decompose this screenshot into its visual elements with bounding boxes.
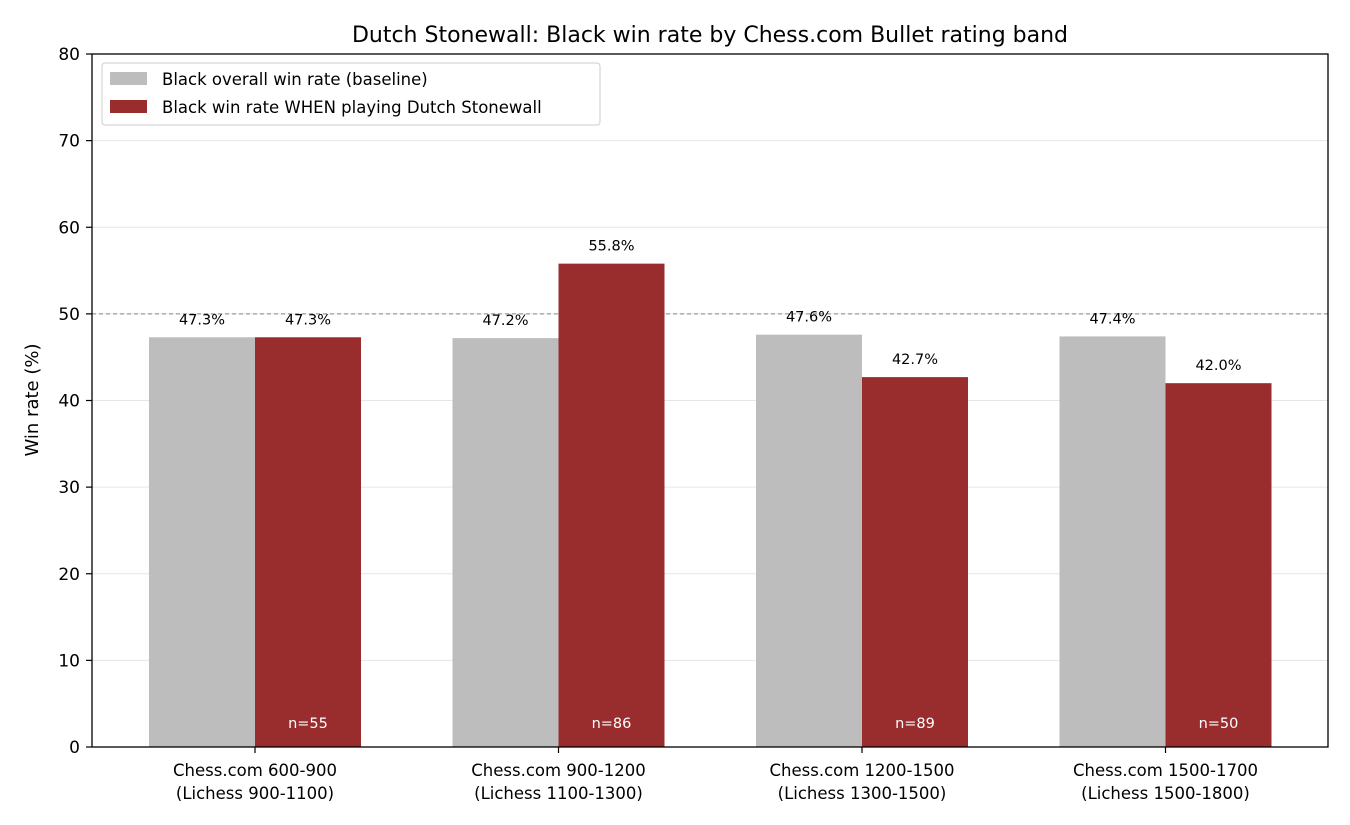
bar-value-label: 42.0%	[1195, 358, 1241, 374]
sample-size-label: n=86	[592, 716, 632, 732]
x-tick-label: Chess.com 900-1200	[471, 761, 646, 780]
legend: Black overall win rate (baseline) Black w…	[101, 62, 601, 126]
y-tick-label: 80	[58, 45, 80, 65]
bar-baseline	[756, 334, 862, 747]
bar-baseline	[149, 337, 255, 747]
bar-value-label: 55.8%	[588, 239, 634, 255]
legend-swatch	[110, 72, 147, 85]
chart-title: Dutch Stonewall: Black win rate by Chess…	[352, 23, 1068, 48]
y-tick-label: 0	[69, 738, 80, 758]
bar-dutch-stonewall	[862, 377, 968, 747]
sample-size-label: n=55	[288, 716, 328, 732]
bar-baseline	[1059, 336, 1166, 747]
y-tick-label: 20	[58, 565, 80, 585]
bar-value-label: 47.3%	[285, 312, 331, 328]
legend-entry: Black overall win rate (baseline)	[162, 70, 428, 89]
y-tick-label: 40	[58, 392, 80, 412]
legend-swatch	[110, 100, 147, 113]
y-tick-label: 60	[58, 218, 80, 238]
sample-size-label: n=89	[895, 716, 935, 732]
bar-value-label: 47.6%	[786, 310, 832, 326]
y-axis-label: Win rate (%)	[22, 344, 43, 457]
bar-value-label: 47.2%	[482, 313, 528, 329]
legend-entry: Black win rate WHEN playing Dutch Stonew…	[162, 98, 542, 117]
y-axis: 0 10 20 30 40 50 60 70 80	[58, 45, 92, 758]
x-tick-label: Chess.com 1500-1700	[1073, 761, 1258, 780]
bar-baseline	[452, 338, 559, 747]
bar-value-label: 42.7%	[892, 352, 938, 368]
y-tick-label: 10	[58, 651, 80, 671]
x-axis: Chess.com 600-900 (Lichess 900-1100) Chess…	[173, 747, 1258, 803]
legend-box	[101, 62, 601, 126]
y-tick-label: 70	[58, 132, 80, 152]
bar-dutch-stonewall	[1165, 383, 1272, 747]
sample-size-label: n=50	[1199, 716, 1239, 732]
x-tick-label: Chess.com 1200-1500	[770, 761, 955, 780]
bar-dutch-stonewall	[558, 263, 665, 747]
x-tick-label: (Lichess 1300-1500)	[778, 784, 947, 803]
x-tick-label: (Lichess 1100-1300)	[474, 784, 643, 803]
bar-dutch-stonewall	[255, 337, 361, 747]
y-tick-label: 30	[58, 478, 80, 498]
x-tick-label: (Lichess 900-1100)	[176, 784, 334, 803]
x-tick-label: (Lichess 1500-1800)	[1081, 784, 1250, 803]
x-tick-label: Chess.com 600-900	[173, 761, 337, 780]
value-labels: 47.3% 47.3% n=55 47.2% 55.8% n=86 47.6% 42.7% n=…	[179, 239, 1242, 732]
bar-value-label: 47.3%	[179, 312, 225, 328]
bar-value-label: 47.4%	[1089, 311, 1135, 327]
y-tick-label: 50	[58, 305, 80, 325]
bars	[149, 263, 1272, 747]
